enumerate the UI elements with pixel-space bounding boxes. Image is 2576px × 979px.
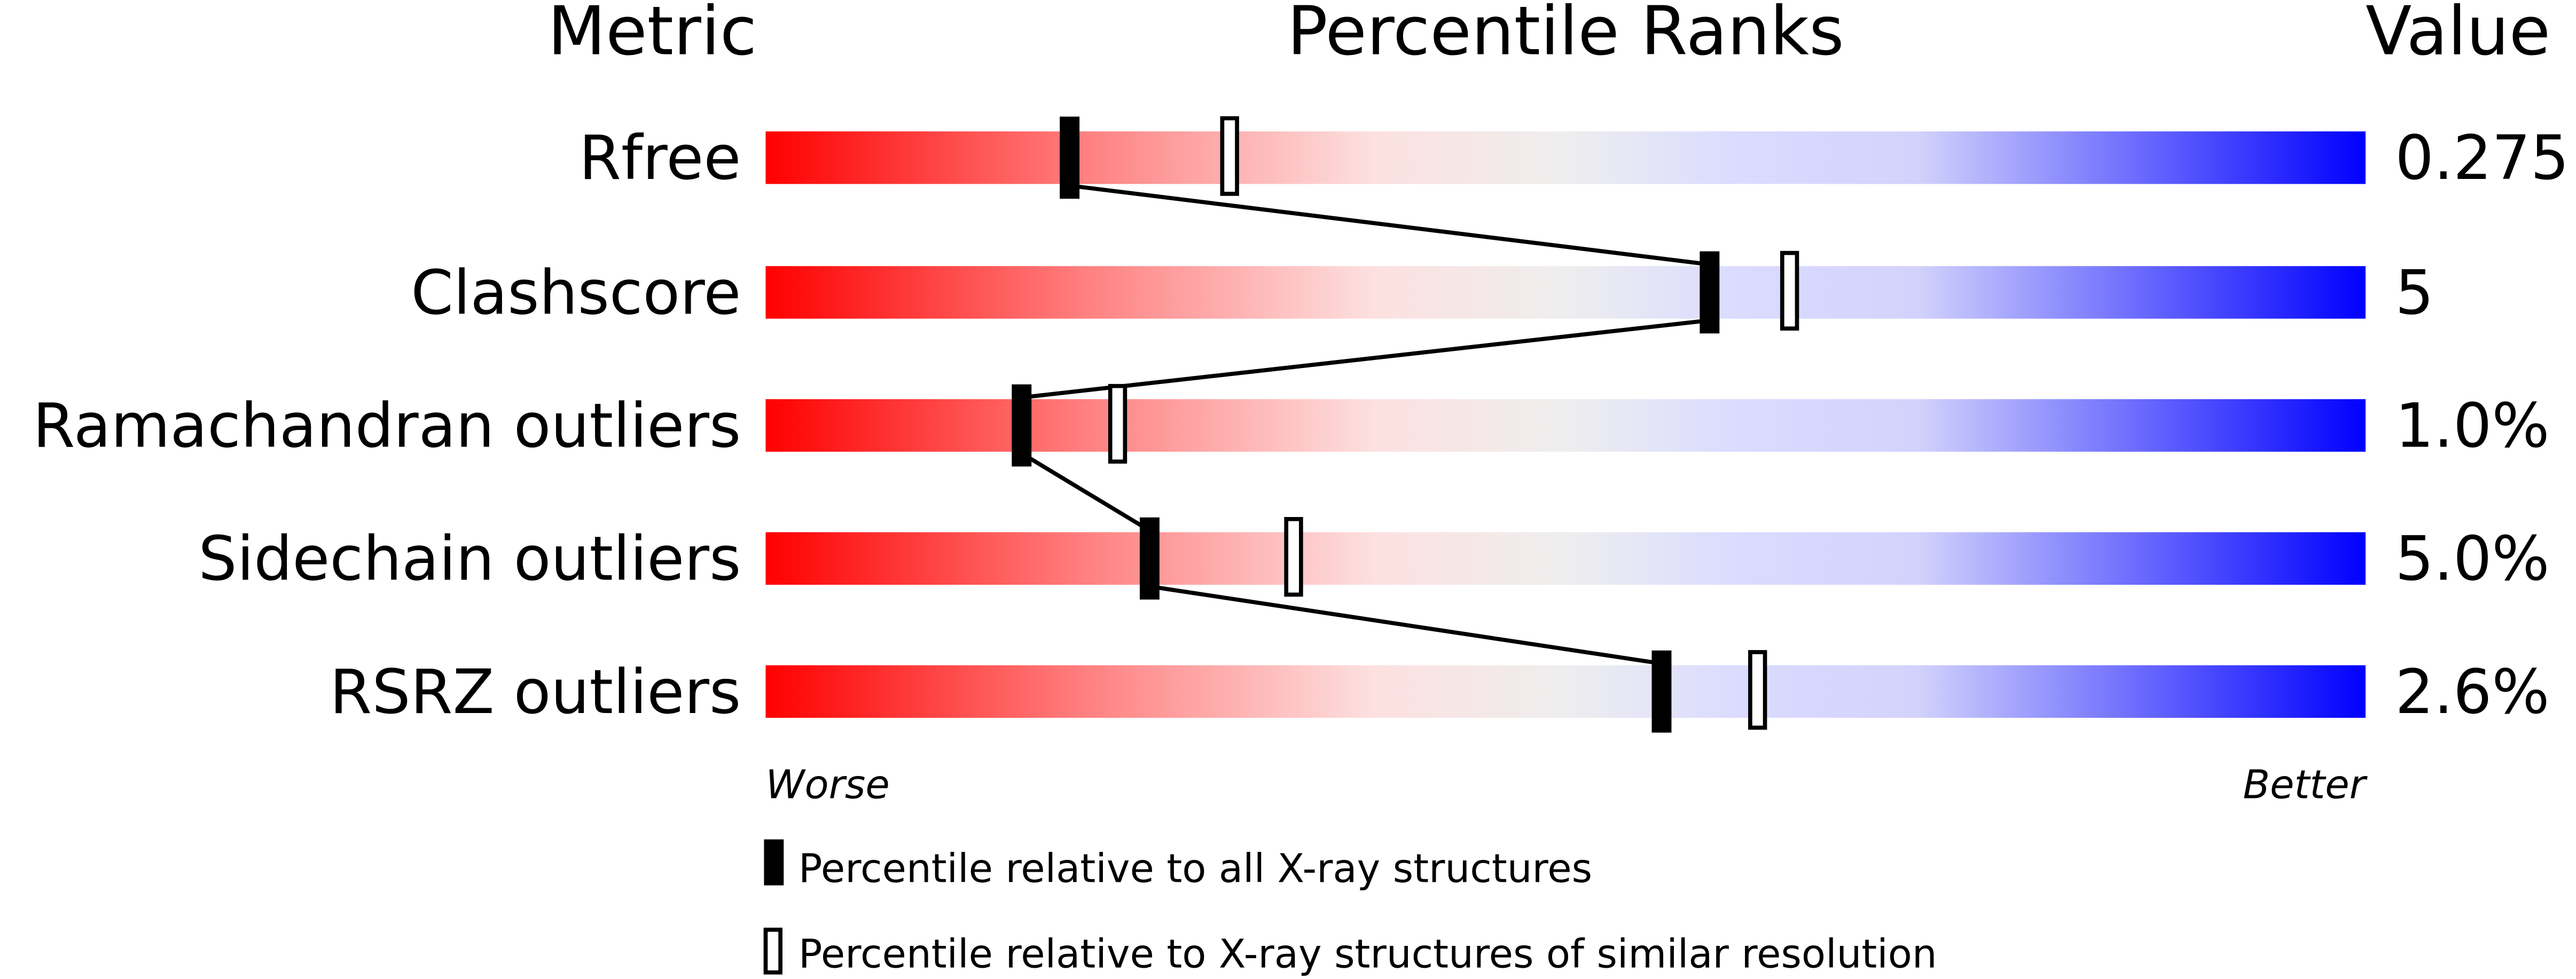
metric-value: 5 <box>2395 257 2433 328</box>
header-percentile: Percentile Ranks <box>1287 0 1844 70</box>
connector-line <box>1149 584 1662 666</box>
legend-similar-label: Percentile relative to X-ray structures … <box>798 931 1937 977</box>
axis-worse: Worse <box>765 762 889 808</box>
metric-value: 0.275 <box>2395 122 2569 193</box>
metric-value: 2.6% <box>2395 656 2549 727</box>
all-percentile-marker <box>1651 650 1672 733</box>
connector-line <box>1069 183 1710 267</box>
similar-percentile-marker <box>1284 517 1303 597</box>
percentile-bar <box>765 399 2366 452</box>
all-percentile-marker <box>1700 251 1720 334</box>
percentile-bar <box>765 665 2366 718</box>
metric-label: Clashscore <box>411 257 741 328</box>
all-percentile-marker <box>1012 384 1032 467</box>
legend-filled-marker <box>764 839 784 886</box>
axis-better: Better <box>2243 762 2368 808</box>
similar-percentile-marker <box>1780 250 1799 331</box>
connector-line <box>1020 451 1151 532</box>
metric-label: Sidechain outliers <box>198 523 741 594</box>
metric-label: RSRZ outliers <box>330 656 741 727</box>
similar-percentile-marker <box>1748 650 1767 730</box>
percentile-bar <box>765 532 2366 585</box>
similar-percentile-marker <box>1220 116 1239 196</box>
percentile-bar <box>765 266 2366 319</box>
all-percentile-marker <box>1139 517 1160 600</box>
metric-value: 5.0% <box>2395 523 2549 594</box>
connector-line <box>1021 318 1710 400</box>
legend-open-marker <box>763 927 783 975</box>
metric-label: Ramachandran outliers <box>33 390 741 461</box>
percentile-bar <box>765 131 2366 184</box>
all-percentile-marker <box>1060 116 1080 199</box>
metric-value: 1.0% <box>2395 390 2549 461</box>
similar-percentile-marker <box>1108 383 1128 464</box>
header-value: Value <box>2366 0 2550 70</box>
legend-all-label: Percentile relative to all X-ray structu… <box>798 846 1592 892</box>
metric-label: Rfree <box>579 122 741 193</box>
header-metric: Metric <box>547 0 757 70</box>
